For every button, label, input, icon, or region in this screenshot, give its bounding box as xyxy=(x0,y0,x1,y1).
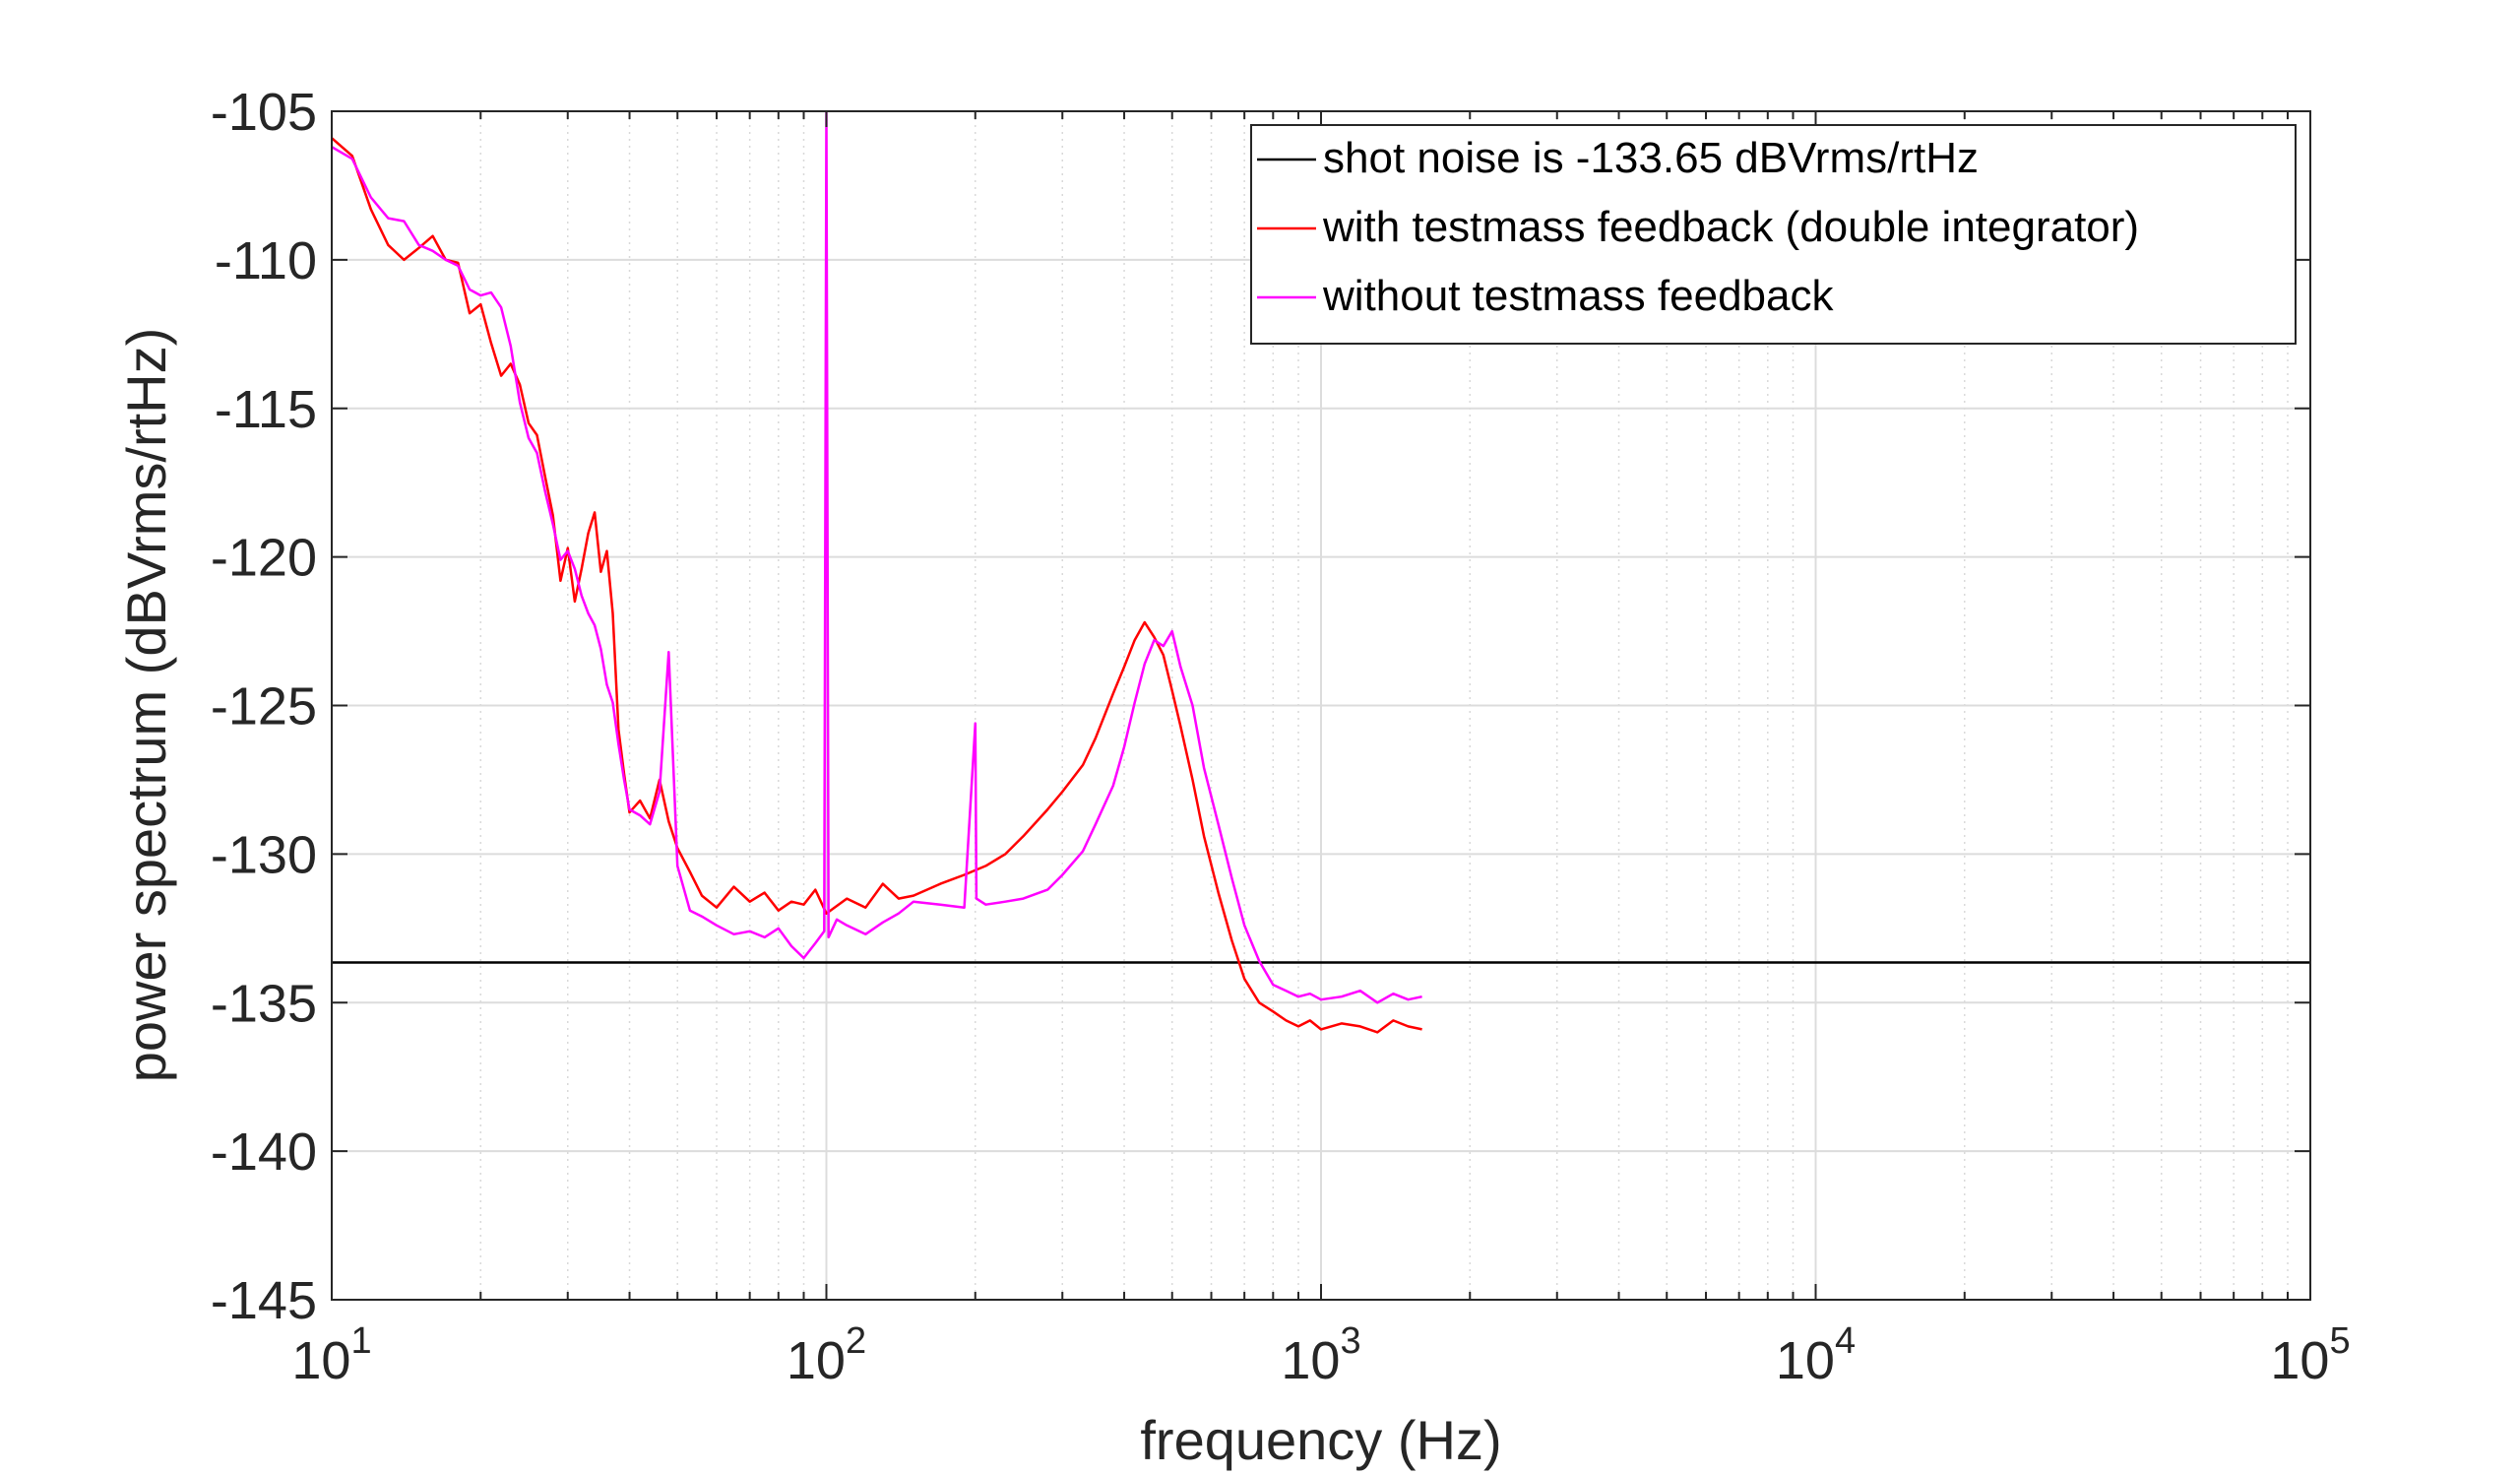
axis-ticks xyxy=(331,110,2311,1301)
legend: shot noise is -133.65 dBVrms/rtHz with te… xyxy=(1250,124,2297,345)
x-axis-label: frequency (Hz) xyxy=(1140,1409,1501,1471)
y-tick-label: -110 xyxy=(215,231,317,290)
legend-entry-label: without testmass feedback xyxy=(1322,272,1834,320)
y-tick-label: -135 xyxy=(211,974,317,1033)
y-tick-label: -115 xyxy=(215,380,317,439)
legend-entry-label: with testmass feedback (double integrato… xyxy=(1322,203,2139,251)
x-tick-label: 104 xyxy=(1776,1320,1856,1390)
y-tick-label: -105 xyxy=(211,83,317,142)
x-axis-tick-labels: 101 102 103 104 105 xyxy=(291,1320,2350,1390)
series-line-without-feedback xyxy=(332,111,1422,1004)
y-tick-label: -130 xyxy=(211,825,317,884)
y-axis-label: power spectrum (dBVrms/rtHz) xyxy=(115,328,177,1083)
y-tick-label: -140 xyxy=(211,1122,317,1182)
x-tick-label: 103 xyxy=(1281,1320,1360,1390)
x-tick-label: 101 xyxy=(291,1320,371,1390)
x-tick-label: 105 xyxy=(2270,1320,2350,1390)
y-tick-label: -120 xyxy=(211,529,317,588)
y-tick-label: -145 xyxy=(211,1271,317,1330)
x-tick-label: 102 xyxy=(787,1320,866,1390)
y-axis-tick-labels: -145 -140 -135 -130 -125 -120 -115 -110 -105 xyxy=(211,83,317,1330)
legend-entry-label: shot noise is -133.65 dBVrms/rtHz xyxy=(1323,134,1979,182)
legend-box xyxy=(1250,124,2297,345)
series-layer xyxy=(332,111,2310,1034)
y-tick-label: -125 xyxy=(211,677,317,737)
series-line-with-feedback xyxy=(332,137,1422,1034)
